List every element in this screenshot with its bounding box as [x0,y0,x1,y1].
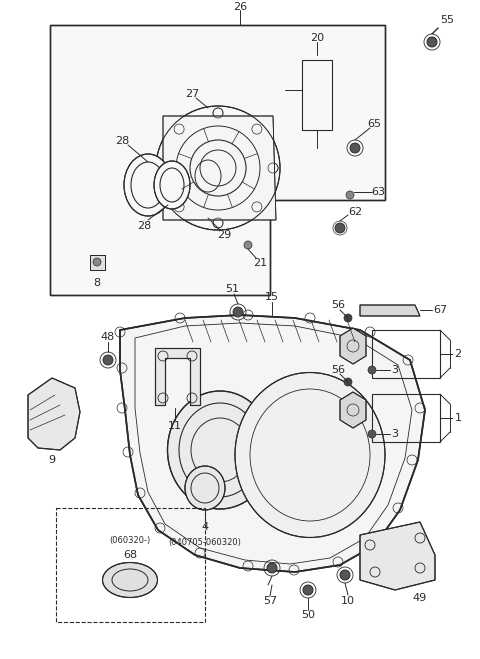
Text: 29: 29 [217,230,231,240]
Text: 15: 15 [265,292,279,302]
Text: 27: 27 [185,89,199,99]
Text: (060320-): (060320-) [109,536,151,544]
Polygon shape [28,378,80,450]
Ellipse shape [154,161,190,209]
Ellipse shape [103,563,157,598]
Text: 65: 65 [367,119,381,129]
Polygon shape [90,255,105,270]
Text: 10: 10 [341,596,355,606]
Circle shape [344,314,352,322]
Circle shape [267,563,277,573]
Text: 9: 9 [48,455,56,465]
Circle shape [350,143,360,153]
Circle shape [346,191,354,199]
Polygon shape [340,328,366,364]
Text: 57: 57 [263,596,277,606]
Text: 56: 56 [331,300,345,310]
Polygon shape [120,315,425,572]
Circle shape [244,241,252,249]
Circle shape [344,378,352,386]
Polygon shape [340,392,366,428]
Text: 28: 28 [115,136,129,146]
Circle shape [303,585,313,595]
Text: 56: 56 [331,365,345,375]
Text: 4: 4 [202,522,209,532]
Circle shape [233,307,243,317]
Polygon shape [50,25,385,295]
Text: 68: 68 [123,550,137,560]
Text: 51: 51 [225,284,239,294]
Text: 50: 50 [301,610,315,620]
Text: 8: 8 [94,278,101,288]
Text: 20: 20 [310,33,324,43]
Text: 3: 3 [392,365,398,375]
Ellipse shape [185,466,225,510]
Circle shape [93,258,101,266]
Text: 1: 1 [455,413,461,423]
Ellipse shape [124,154,172,216]
Ellipse shape [168,391,273,509]
Text: (040705-060320): (040705-060320) [168,538,241,546]
Polygon shape [360,522,435,590]
Circle shape [368,430,376,438]
Text: 11: 11 [168,421,182,431]
Text: 26: 26 [233,2,247,12]
Text: 67: 67 [433,305,447,315]
Text: 49: 49 [413,593,427,603]
Circle shape [368,366,376,374]
Text: 63: 63 [371,187,385,197]
Text: 28: 28 [137,221,151,231]
Circle shape [427,37,437,47]
Text: 55: 55 [440,15,454,25]
Polygon shape [163,116,276,220]
Circle shape [340,570,350,580]
Ellipse shape [235,372,385,538]
Text: 62: 62 [348,207,362,217]
Text: 3: 3 [392,429,398,439]
Circle shape [335,223,345,233]
Text: 2: 2 [455,349,462,359]
Polygon shape [155,348,200,405]
Polygon shape [360,305,420,316]
Circle shape [103,355,113,365]
Text: 48: 48 [101,332,115,342]
Text: 21: 21 [253,258,267,268]
